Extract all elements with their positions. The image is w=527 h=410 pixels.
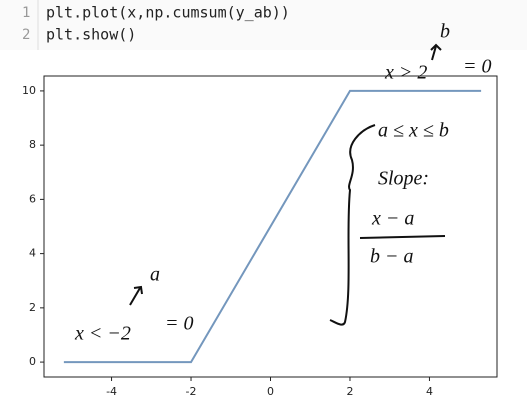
annotation: Slope:	[378, 168, 429, 190]
arrow	[129, 285, 143, 306]
annotation: = 0	[165, 313, 194, 335]
hand-drawings	[129, 43, 446, 326]
plot: 0 2 4 6 8 10 -4 -2 0 2 4	[22, 75, 498, 398]
annotation: a	[150, 264, 160, 286]
annotation: b − a	[370, 246, 414, 268]
y-tick-label: 2	[29, 301, 36, 314]
x-tick-label: -4	[106, 385, 117, 398]
editor	[0, 0, 527, 50]
x-tick-label: 2	[346, 385, 353, 398]
annotation: x − a	[371, 208, 414, 230]
x-tick-label: -2	[186, 385, 197, 398]
x-tick-label: 0	[267, 385, 274, 398]
data-line	[63, 89, 482, 364]
y-tick-label: 6	[29, 192, 36, 205]
y-tick-label: 8	[29, 138, 36, 151]
line-number: 2	[22, 27, 30, 43]
line-number: 1	[22, 5, 30, 21]
annotations: x > 2 = 0 b a ≤ x ≤ b Slope: x − a b − a x < −2…	[74, 21, 492, 345]
annotation: x > 2	[384, 62, 427, 84]
annotation: = 0	[463, 56, 492, 78]
annotation: b	[440, 21, 450, 43]
code-line: plt.show()	[46, 26, 136, 44]
arrow	[430, 43, 442, 61]
fraction-line	[359, 235, 446, 239]
brace	[329, 124, 376, 326]
x-tick-label: 4	[426, 385, 433, 398]
y-tick-label: 10	[22, 84, 36, 97]
code-line: plt.plot(x,np.cumsum(y_ab))	[46, 4, 290, 22]
y-tick-label: 4	[29, 247, 36, 260]
annotation: x < −2	[74, 323, 131, 345]
y-tick-label: 0	[29, 355, 36, 368]
annotation: a ≤ x ≤ b	[378, 120, 449, 142]
